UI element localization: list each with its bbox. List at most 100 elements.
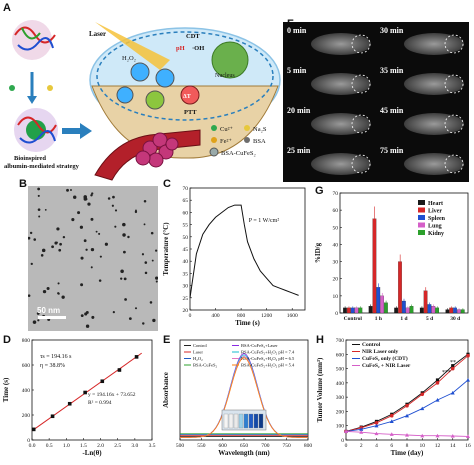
y-tick-label: 70 bbox=[183, 186, 189, 192]
tumor-outline bbox=[351, 34, 371, 54]
bar bbox=[419, 307, 424, 314]
data-point bbox=[67, 401, 72, 406]
data-point bbox=[466, 378, 470, 382]
panel-g-chart: 0 10 20 30 40 50 60 70 %ID/g Control 1 h 1 d 5 d 30 d… bbox=[314, 191, 469, 322]
bar bbox=[354, 307, 359, 314]
tem-particle bbox=[90, 247, 95, 252]
legend-label: CuFeS₂ + NIR Laser bbox=[362, 363, 411, 369]
legend-label: BSA-CuFeS₂+Laser bbox=[241, 343, 278, 348]
panel-f-mri: 0 min 30 min 5 min 35 min 20 min 45 min 25 min… bbox=[283, 22, 469, 182]
tem-particle bbox=[85, 248, 88, 251]
panel-label-c: C bbox=[163, 178, 171, 190]
y-axis-label: Absorbance bbox=[162, 372, 170, 408]
x-axis-label: Wavelength (nm) bbox=[218, 449, 270, 457]
x-tick-label: 800 bbox=[304, 443, 313, 449]
y-tick-label: 30 bbox=[183, 284, 189, 290]
tem-particle bbox=[98, 279, 102, 282]
x-tick-label: 500 bbox=[176, 443, 185, 449]
y-tick-label: 20 bbox=[333, 277, 339, 283]
legend-label: Liver bbox=[428, 209, 442, 215]
tem-particle bbox=[37, 208, 41, 211]
y-tick-label: 600 bbox=[336, 352, 345, 358]
x-tick-label: 1200 bbox=[261, 313, 272, 319]
laser-label: Laser bbox=[89, 30, 106, 38]
panel-c-chart: 0 400 800 1200 1600 20 25 30 35 40 45 50 55 60 65 70 Tim… bbox=[162, 186, 306, 327]
data-point bbox=[435, 378, 440, 382]
tem-particle bbox=[143, 223, 146, 226]
y-tick-label: 40 bbox=[333, 242, 339, 248]
mri-body bbox=[311, 33, 371, 55]
x-tick-label: 1.5 bbox=[80, 443, 87, 449]
x-tick-label: 1.0 bbox=[63, 443, 70, 449]
arrow-right bbox=[62, 123, 92, 139]
na2s-ion bbox=[47, 85, 53, 91]
tumor-outline bbox=[351, 154, 371, 174]
y-tick-label: 50 bbox=[183, 235, 189, 241]
x-axis-label: Time (s) bbox=[235, 319, 260, 327]
x-tick-label: 0.0 bbox=[29, 443, 36, 449]
y-tick-label: 600 bbox=[22, 363, 31, 369]
albumin-protein-bottom bbox=[14, 108, 58, 152]
tem-particle bbox=[44, 208, 47, 211]
y-tick-label: 0 bbox=[341, 438, 344, 444]
y-tick-label: 60 bbox=[183, 210, 189, 216]
panel-label-b: B bbox=[19, 178, 27, 190]
y-tick-label: 0 bbox=[27, 438, 30, 444]
tem-particle bbox=[144, 261, 148, 264]
tem-particle bbox=[37, 187, 41, 191]
x-tick-label: 16 bbox=[465, 443, 471, 449]
panel-label-g: G bbox=[315, 185, 324, 197]
fit-equation: y = 194.16x + 73.652 bbox=[88, 392, 136, 398]
vial bbox=[223, 413, 229, 429]
significance-marker: ** bbox=[450, 360, 456, 366]
data-point bbox=[435, 398, 440, 402]
tem-particle bbox=[73, 195, 77, 199]
tem-particle bbox=[41, 248, 46, 253]
category-label: 1 h bbox=[375, 316, 382, 322]
tem-particle bbox=[98, 232, 101, 235]
mri-time-label: 0 min bbox=[287, 26, 307, 35]
x-tick-label: 0 bbox=[189, 313, 192, 319]
tem-particle bbox=[143, 199, 147, 203]
panel-label-h: H bbox=[316, 334, 324, 346]
mri-time-label: 35 min bbox=[380, 66, 404, 75]
tem-particle bbox=[83, 239, 87, 243]
x-tick-label: 4 bbox=[375, 443, 378, 449]
tem-particle bbox=[124, 298, 127, 301]
y-axis-label: Temperature (°C) bbox=[162, 222, 170, 276]
nucleus bbox=[211, 41, 249, 79]
legend-swatch bbox=[418, 230, 425, 235]
legend-swatch bbox=[418, 222, 425, 228]
tumor-outline bbox=[444, 34, 464, 54]
legend-label: BSA-CuFeS₂+H₂O₂ pH = 5.4 bbox=[241, 363, 295, 368]
data-point bbox=[374, 421, 379, 425]
legend-bsa: BSA bbox=[253, 138, 266, 145]
legend-label: Spleen bbox=[428, 216, 446, 222]
bar bbox=[445, 309, 450, 314]
x-tick-label: 750 bbox=[283, 443, 292, 449]
x-tick-label: 2.5 bbox=[114, 443, 121, 449]
category-label: 1 d bbox=[400, 316, 407, 322]
tem-particle bbox=[42, 289, 47, 294]
tem-particle bbox=[56, 241, 58, 244]
data-point bbox=[450, 434, 455, 438]
y-tick-label: 60 bbox=[333, 208, 339, 214]
absorbance-series bbox=[179, 357, 309, 438]
tem-particle bbox=[90, 266, 93, 269]
x-tick-label: 14 bbox=[450, 443, 456, 449]
vial bbox=[228, 413, 234, 429]
mri-grid: 0 min 30 min 5 min 35 min 20 min 45 min 25 min… bbox=[287, 26, 464, 175]
x-tick-label: 3.5 bbox=[149, 443, 156, 449]
fe-legend-dot bbox=[211, 137, 217, 143]
x-tick-label: 10 bbox=[420, 443, 426, 449]
nanoparticle-2 bbox=[155, 68, 175, 88]
data-point bbox=[359, 430, 364, 434]
y-tick-label: 65 bbox=[183, 198, 189, 204]
mri-time-label: 75 min bbox=[380, 146, 404, 155]
legend-label: Heart bbox=[428, 201, 443, 207]
data-point bbox=[344, 429, 348, 434]
tem-particle bbox=[120, 277, 123, 280]
x-tick-label: 600 bbox=[219, 443, 228, 449]
bar bbox=[384, 302, 388, 314]
mri-time-label: 20 min bbox=[287, 106, 311, 115]
